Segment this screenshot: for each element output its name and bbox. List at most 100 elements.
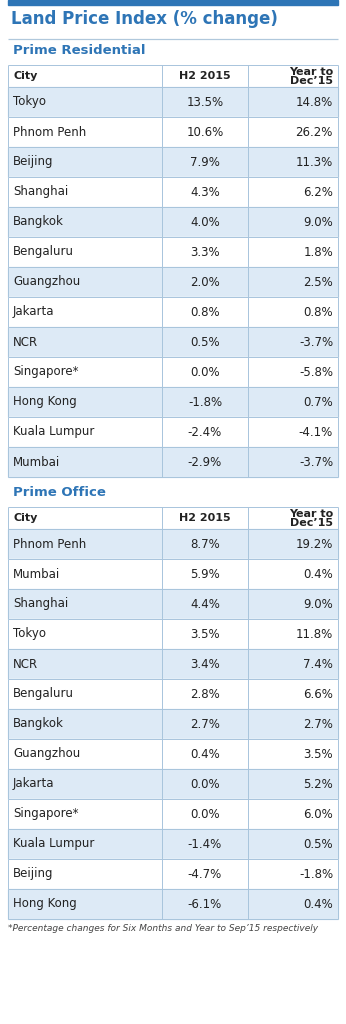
Text: NCR: NCR [13,336,38,348]
Text: -2.4%: -2.4% [188,426,222,438]
Text: 19.2%: 19.2% [295,538,333,551]
Text: 5.9%: 5.9% [190,567,220,581]
Text: 0.4%: 0.4% [303,897,333,910]
Text: Tokyo: Tokyo [13,628,46,640]
Text: Hong Kong: Hong Kong [13,897,77,910]
Bar [8,889,338,919]
Bar [8,769,338,799]
Text: *Percentage changes for Six Months and Year to Sep’15 respectively: *Percentage changes for Six Months and Y… [8,924,318,933]
Text: Land Price Index (% change): Land Price Index (% change) [11,10,278,28]
Text: Dec’15: Dec’15 [290,518,333,528]
Bar [8,387,338,417]
Text: -6.1%: -6.1% [188,897,222,910]
Text: Mumbai: Mumbai [13,456,60,469]
Bar [8,177,338,207]
Bar [8,327,338,357]
Bar [8,739,338,769]
Bar [8,237,338,267]
Text: Year to: Year to [289,67,333,77]
Text: Singapore*: Singapore* [13,808,79,820]
Text: Guangzhou: Guangzhou [13,748,80,761]
Text: Jakarta: Jakarta [13,305,55,318]
Bar [8,117,338,147]
Bar [8,679,338,709]
Text: -1.8%: -1.8% [188,395,222,409]
Text: 9.0%: 9.0% [303,597,333,610]
Text: -3.7%: -3.7% [299,336,333,348]
Text: Guangzhou: Guangzhou [13,275,80,289]
Text: 4.0%: 4.0% [190,215,220,228]
Bar [8,87,338,117]
Text: 4.4%: 4.4% [190,597,220,610]
Text: 0.4%: 0.4% [190,748,220,761]
Text: 0.0%: 0.0% [190,777,220,791]
Text: 2.0%: 2.0% [190,275,220,289]
Text: 14.8%: 14.8% [296,95,333,109]
Bar [8,618,338,649]
Bar [8,447,338,477]
Bar [8,709,338,739]
Text: H2 2015: H2 2015 [179,71,231,81]
Text: Bengaluru: Bengaluru [13,246,74,258]
Text: 26.2%: 26.2% [295,126,333,138]
Bar [8,559,338,589]
Bar [8,0,338,5]
Text: 2.5%: 2.5% [303,275,333,289]
Text: -1.4%: -1.4% [188,838,222,851]
Text: 2.8%: 2.8% [190,687,220,700]
Text: 3.5%: 3.5% [303,748,333,761]
Text: Beijing: Beijing [13,156,54,169]
Bar [8,267,338,297]
Bar [8,417,338,447]
Text: 9.0%: 9.0% [303,215,333,228]
Bar [8,589,338,618]
Text: Kuala Lumpur: Kuala Lumpur [13,426,94,438]
Text: 2.7%: 2.7% [190,718,220,730]
Bar [8,829,338,859]
Bar [8,65,338,87]
Text: Prime Residential: Prime Residential [13,44,146,57]
Text: Bangkok: Bangkok [13,215,64,228]
Text: 3.5%: 3.5% [190,628,220,640]
Text: 0.4%: 0.4% [303,567,333,581]
Text: -2.9%: -2.9% [188,456,222,469]
Text: NCR: NCR [13,657,38,671]
Text: City: City [13,71,37,81]
Text: H2 2015: H2 2015 [179,513,231,523]
Text: 0.5%: 0.5% [303,838,333,851]
Text: 6.0%: 6.0% [303,808,333,820]
Text: 0.7%: 0.7% [303,395,333,409]
Text: Phnom Penh: Phnom Penh [13,538,86,551]
Text: 7.9%: 7.9% [190,156,220,169]
Text: -5.8%: -5.8% [299,366,333,379]
Bar [8,147,338,177]
Bar [8,297,338,327]
Text: 0.8%: 0.8% [303,305,333,318]
Text: 5.2%: 5.2% [303,777,333,791]
Text: Shanghai: Shanghai [13,597,68,610]
Text: Shanghai: Shanghai [13,185,68,199]
Text: Prime Office: Prime Office [13,486,106,499]
Text: Kuala Lumpur: Kuala Lumpur [13,838,94,851]
Text: Year to: Year to [289,509,333,519]
Text: -3.7%: -3.7% [299,456,333,469]
Bar [8,207,338,237]
Text: Singapore*: Singapore* [13,366,79,379]
Text: 6.6%: 6.6% [303,687,333,700]
Text: -4.1%: -4.1% [299,426,333,438]
Text: Beijing: Beijing [13,867,54,881]
Text: 6.2%: 6.2% [303,185,333,199]
Text: Mumbai: Mumbai [13,567,60,581]
Bar [8,649,338,679]
Text: City: City [13,513,37,523]
Text: 0.8%: 0.8% [190,305,220,318]
Text: -1.8%: -1.8% [299,867,333,881]
Text: 2.7%: 2.7% [303,718,333,730]
Text: 7.4%: 7.4% [303,657,333,671]
Text: Jakarta: Jakarta [13,777,55,791]
Bar [8,507,338,529]
Text: 10.6%: 10.6% [186,126,224,138]
Text: 4.3%: 4.3% [190,185,220,199]
Text: 0.0%: 0.0% [190,366,220,379]
Text: Dec’15: Dec’15 [290,76,333,86]
